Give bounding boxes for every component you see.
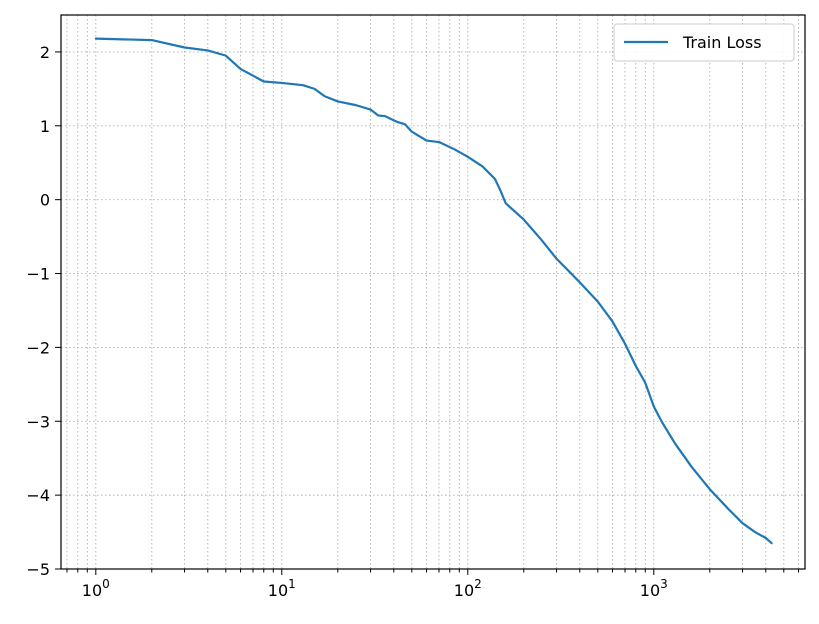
x-tick-label: 102 [454, 577, 482, 600]
y-tick-label: −5 [26, 560, 50, 579]
y-tick-label: −4 [26, 486, 50, 505]
grid-lines [61, 15, 805, 570]
y-tick-label: −2 [26, 338, 50, 357]
series-line-train-loss [94, 37, 773, 545]
y-tick-label: 0 [40, 191, 50, 210]
legend: Train Loss [613, 23, 795, 62]
y-tick-label: 1 [40, 117, 50, 136]
x-tick-label: 101 [268, 577, 296, 600]
y-tick-label: 2 [40, 43, 50, 62]
axes: 2 1 0 −1 −2 −3 −4 −5 100 101 102 103 [26, 43, 800, 600]
series-layer [94, 37, 773, 545]
x-tick-label: 103 [640, 577, 668, 600]
y-tick-label: −1 [26, 265, 50, 284]
y-tick-label: −3 [26, 412, 50, 431]
plot-frame [60, 14, 806, 570]
legend-box [613, 23, 795, 62]
x-tick-label: 100 [82, 577, 110, 600]
legend-label-train-loss: Train Loss [682, 33, 762, 52]
